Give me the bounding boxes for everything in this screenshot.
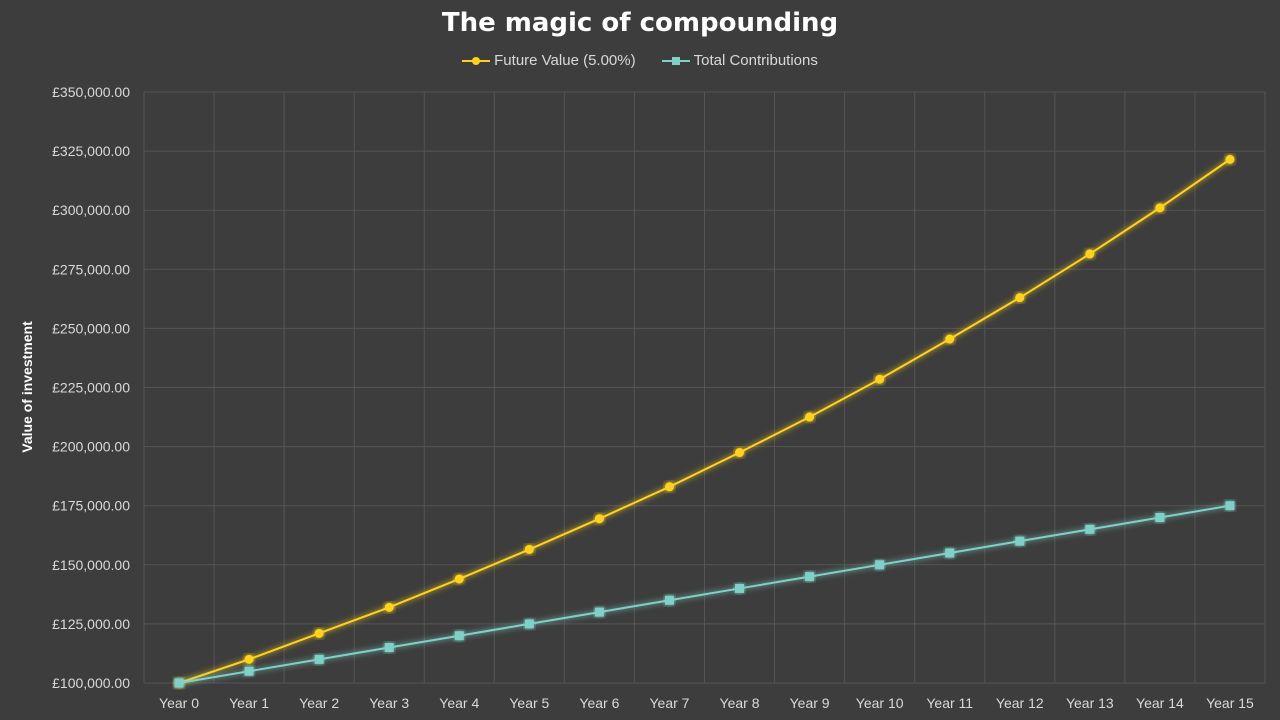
x-tick-label: Year 6 xyxy=(579,695,619,711)
data-point-future-value xyxy=(314,628,324,638)
x-tick-label: Year 12 xyxy=(996,695,1044,711)
data-point-future-value xyxy=(384,602,394,612)
y-tick-label: £300,000.00 xyxy=(52,202,130,218)
data-point-total-contributions xyxy=(805,572,815,582)
data-point-total-contributions xyxy=(1085,524,1095,534)
data-point-future-value xyxy=(1015,293,1025,303)
data-point-future-value xyxy=(594,514,604,524)
x-tick-label: Year 8 xyxy=(720,695,760,711)
data-point-total-contributions xyxy=(664,595,674,605)
data-point-total-contributions xyxy=(1225,501,1235,511)
y-tick-label: £175,000.00 xyxy=(52,498,130,514)
x-tick-label: Year 3 xyxy=(369,695,409,711)
y-tick-label: £225,000.00 xyxy=(52,380,130,396)
data-point-total-contributions xyxy=(524,619,534,629)
x-tick-label: Year 14 xyxy=(1136,695,1184,711)
data-point-future-value xyxy=(875,374,885,384)
legend-label-future-value: Future Value (5.00%) xyxy=(494,52,636,69)
x-tick-label: Year 11 xyxy=(926,695,973,711)
series-line-future-value xyxy=(178,158,1231,684)
y-tick-label: £125,000.00 xyxy=(52,616,130,632)
data-point-total-contributions xyxy=(1155,513,1165,523)
series-line-total-contributions xyxy=(178,504,1231,684)
chart-title: The magic of compounding xyxy=(441,8,839,38)
data-point-future-value xyxy=(454,574,464,584)
data-point-total-contributions xyxy=(454,631,464,641)
legend-circle-marker-icon xyxy=(462,55,491,67)
legend-item-total-contributions: Total Contributions xyxy=(661,52,818,69)
data-point-future-value xyxy=(805,412,815,422)
data-point-future-value xyxy=(1225,154,1235,164)
x-tick-label: Year 0 xyxy=(159,695,199,711)
y-tick-label: £325,000.00 xyxy=(52,143,130,159)
y-tick-label: £250,000.00 xyxy=(52,320,130,336)
y-tick-label: £350,000.00 xyxy=(52,84,130,100)
data-point-total-contributions xyxy=(314,654,324,664)
data-point-future-value xyxy=(1155,203,1165,213)
x-tick-label: Year 2 xyxy=(299,695,339,711)
x-tick-label: Year 1 xyxy=(229,695,269,711)
data-point-total-contributions xyxy=(384,643,394,653)
legend: Future Value (5.00%) Total Contributions xyxy=(0,52,1280,69)
data-point-total-contributions xyxy=(945,548,955,558)
x-tick-label: Year 5 xyxy=(509,695,549,711)
x-tick-label: Year 15 xyxy=(1206,695,1254,711)
data-point-total-contributions xyxy=(1015,536,1025,546)
data-point-future-value xyxy=(735,448,745,458)
x-tick-label: Year 4 xyxy=(439,695,479,711)
x-tick-label: Year 13 xyxy=(1066,695,1114,711)
data-point-total-contributions xyxy=(735,583,745,593)
data-point-future-value xyxy=(664,482,674,492)
data-point-total-contributions xyxy=(244,666,254,676)
data-point-future-value xyxy=(945,334,955,344)
y-tick-label: £100,000.00 xyxy=(52,675,130,691)
y-tick-label: £275,000.00 xyxy=(52,261,130,277)
y-tick-label: £150,000.00 xyxy=(52,557,130,573)
data-point-future-value xyxy=(1085,249,1095,259)
legend-item-future-value: Future Value (5.00%) xyxy=(462,52,636,69)
data-point-total-contributions xyxy=(594,607,604,617)
legend-square-marker-icon xyxy=(661,55,690,67)
legend-label-total-contributions: Total Contributions xyxy=(693,52,818,69)
x-tick-label: Year 10 xyxy=(856,695,904,711)
y-tick-label: £200,000.00 xyxy=(52,439,130,455)
x-tick-label: Year 9 xyxy=(790,695,830,711)
x-tick-label: Year 7 xyxy=(649,695,689,711)
data-point-total-contributions xyxy=(875,560,885,570)
data-point-future-value xyxy=(244,654,254,664)
data-point-future-value xyxy=(524,544,534,554)
data-point-total-contributions xyxy=(174,678,184,688)
